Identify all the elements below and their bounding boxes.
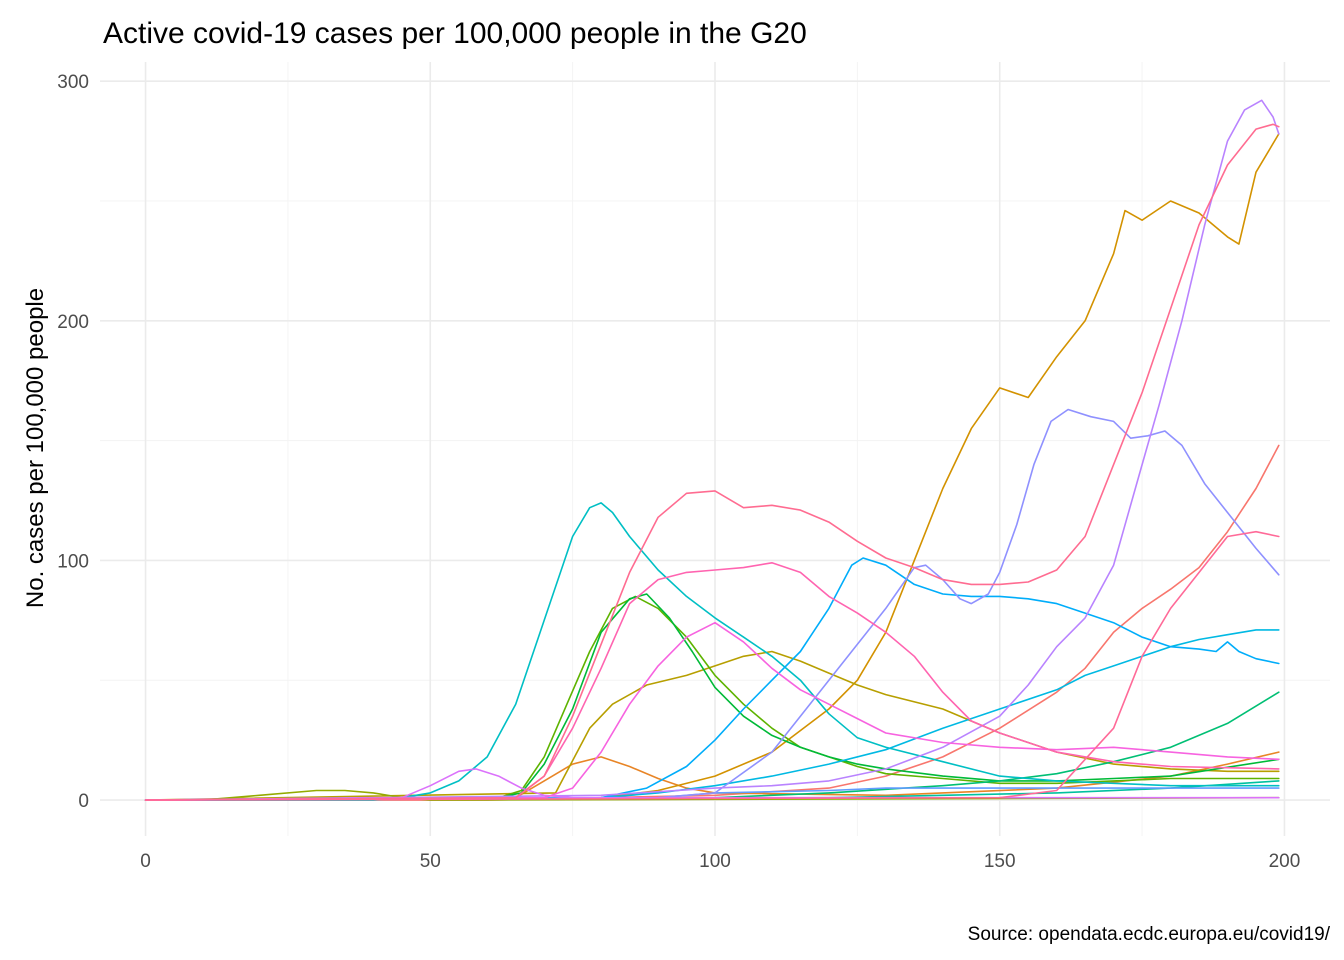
series-line-2 [144,751,1280,801]
x-axis-ticks: 0 50 100 150 200 [140,851,1300,872]
series-line-8 [144,691,1280,801]
series-line-14 [144,408,1280,801]
x-tick-label: 0 [140,851,151,872]
y-axis-ticks: 0 100 200 300 [57,72,89,812]
grid [100,62,1330,836]
series-line-10 [144,502,1280,801]
source-caption: Source: opendata.ecdc.europa.eu/covid19/ [968,924,1331,945]
series-line-19 [144,123,1280,801]
x-tick-label: 200 [1269,851,1301,872]
series-line-16 [144,768,1280,801]
series-line-11 [144,629,1280,801]
series-line-3 [144,133,1280,801]
chart-title: Active covid-19 cases per 100,000 people… [103,17,807,50]
series-line-7 [144,593,1280,801]
x-tick-label: 150 [984,851,1016,872]
x-tick-label: 100 [699,851,731,872]
x-tick-label: 50 [420,851,441,872]
series-line-6 [144,595,1280,801]
y-tick-label: 200 [57,312,89,333]
y-tick-label: 100 [57,551,89,572]
series-layer [144,99,1280,801]
series-line-20 [144,530,1280,801]
y-tick-label: 300 [57,72,89,93]
series-line-18 [144,562,1280,801]
series-line-17 [144,621,1280,801]
series-line-4 [144,650,1280,801]
y-tick-label: 0 [78,791,89,812]
series-line-15 [144,99,1280,801]
y-axis-label: No. cases per 100,000 people [22,288,49,608]
